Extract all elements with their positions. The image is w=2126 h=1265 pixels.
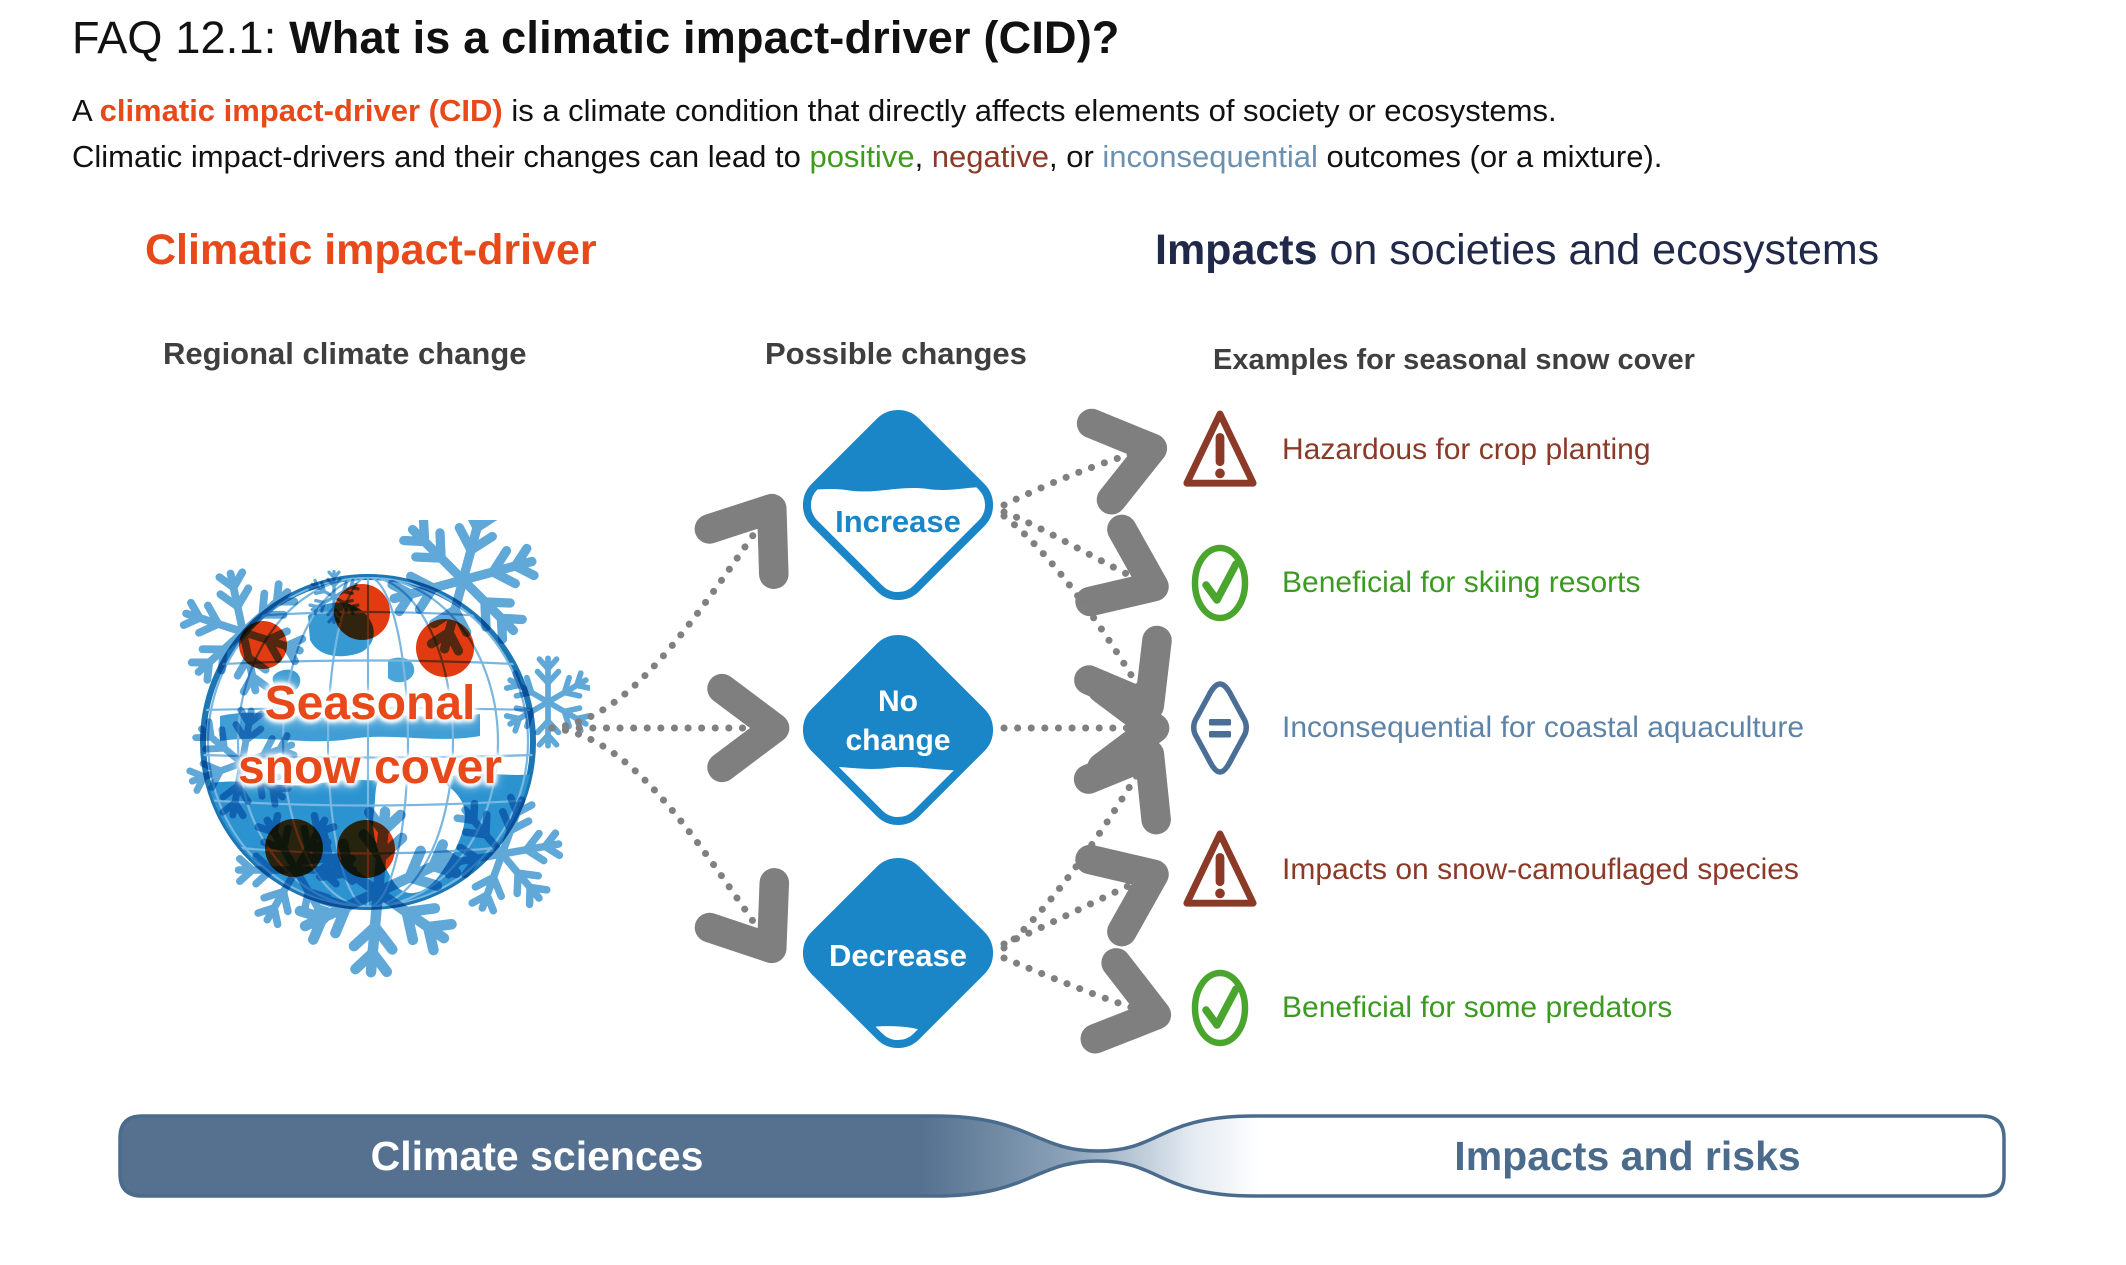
- intro-line-2: Climatic impact-drivers and their change…: [72, 134, 1662, 180]
- word-negative: negative: [931, 139, 1050, 174]
- subtitle-examples-snow-cover: Examples for seasonal snow cover: [1213, 344, 1695, 376]
- column-title-climatic-impact-driver: Climatic impact-driver: [145, 226, 597, 274]
- impacts-rest: on societies and ecosystems: [1317, 226, 1880, 274]
- intro-line2-post: outcomes (or a mixture).: [1317, 139, 1663, 174]
- example-text: Beneficial for skiing resorts: [1282, 566, 1641, 599]
- check-icon: [1180, 968, 1260, 1048]
- increase-label: Increase: [835, 504, 961, 539]
- example-text: Beneficial for some predators: [1282, 991, 1673, 1024]
- change-diamond-decrease: Decrease: [802, 857, 994, 1054]
- globe-snowflakes-illustration: [150, 520, 590, 980]
- page-title-prefix: FAQ 12.1:: [72, 12, 290, 63]
- example-text: Hazardous for crop planting: [1282, 433, 1651, 466]
- red-spot-markers: [239, 584, 474, 878]
- intro-cid-highlight: climatic impact-driver (CID): [99, 93, 503, 128]
- banner-climate-sciences: Climate sciences: [370, 1132, 704, 1179]
- no-change-label-line2: change: [845, 724, 950, 757]
- banner-impacts-risks: Impacts and risks: [1454, 1132, 1801, 1179]
- intro-line-1: A climatic impact-driver (CID) is a clim…: [72, 88, 1662, 134]
- driver-label-line2: snow cover: [237, 741, 503, 794]
- driver-label-line1: Seasonal: [264, 677, 476, 730]
- intro-sep2: , or: [1049, 139, 1103, 174]
- example-row-species: Impacts on snow-camouflaged species: [1180, 820, 1799, 920]
- decrease-label: Decrease: [829, 938, 967, 973]
- example-row-aquaculture: Inconsequential for coastal aquaculture: [1180, 678, 1804, 778]
- column-title-impacts: Impacts on societies and ecosystems: [1155, 226, 1879, 275]
- example-row-skiing: Beneficial for skiing resorts: [1180, 533, 1640, 633]
- impacts-word: Impacts: [1155, 226, 1318, 274]
- arrow-decrease-to-equals: [1000, 739, 1171, 952]
- arrow-increase-to-equals: [1000, 512, 1172, 721]
- driver-label: Seasonal snow cover: [140, 672, 600, 800]
- intro-sep1: ,: [914, 139, 932, 174]
- check-icon: [1180, 543, 1260, 623]
- page-title: FAQ 12.1: What is a climatic impact-driv…: [72, 12, 1120, 64]
- arrow-increase-to-ski: [1000, 508, 1169, 617]
- word-positive: positive: [809, 139, 915, 174]
- intro-line1-pre: A: [72, 93, 100, 128]
- equals-icon: [1180, 681, 1260, 775]
- change-diamond-no-change: No change: [796, 634, 1000, 832]
- page-title-main: What is a climatic impact-driver (CID)?: [289, 12, 1120, 63]
- no-change-label-line1: No: [878, 685, 918, 718]
- change-diamond-increase: Increase: [796, 403, 1000, 601]
- warning-icon: [1180, 824, 1260, 916]
- example-row-hazardous: Hazardous for crop planting: [1180, 400, 1651, 500]
- warning-icon: [1180, 404, 1260, 496]
- intro-line2-pre: Climatic impact-drivers and their change…: [72, 139, 810, 174]
- arrow-decrease-to-predators: [1000, 948, 1172, 1054]
- intro-text: A climatic impact-driver (CID) is a clim…: [72, 88, 1662, 180]
- example-text: Impacts on snow-camouflaged species: [1282, 853, 1799, 886]
- example-row-predators: Beneficial for some predators: [1180, 958, 1672, 1058]
- word-inconsequential: inconsequential: [1102, 139, 1318, 174]
- example-text: Inconsequential for coastal aquaculture: [1282, 711, 1805, 744]
- subtitle-regional-climate-change: Regional climate change: [163, 336, 527, 371]
- intro-line1-post: is a climate condition that directly aff…: [502, 93, 1557, 128]
- arrow-decrease-to-species: [1000, 844, 1169, 948]
- arrow-increase-to-hazard: [1000, 408, 1168, 515]
- subtitle-possible-changes: Possible changes: [765, 336, 1027, 371]
